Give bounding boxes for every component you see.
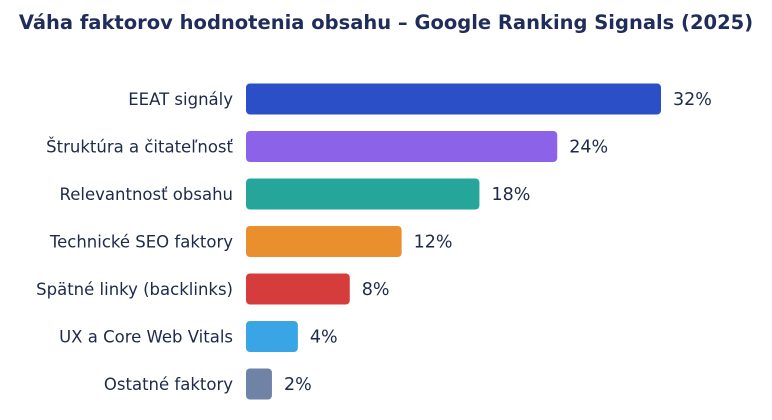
bar	[246, 178, 480, 210]
category-label: Štruktúra a čitateľnosť	[46, 138, 233, 157]
bar	[246, 273, 350, 305]
value-label: 4%	[310, 328, 338, 348]
bars-group: EEAT signály 32% Štruktúra a čitateľnosť 24…	[36, 83, 712, 400]
category-label: EEAT signály	[128, 90, 233, 109]
bar	[246, 83, 661, 115]
bar	[246, 368, 272, 400]
category-label: Ostatné faktory	[104, 375, 233, 394]
value-label: 32%	[673, 90, 712, 110]
value-label: 8%	[362, 280, 390, 300]
value-label: 18%	[491, 185, 530, 205]
value-label: 2%	[284, 375, 312, 395]
category-label: Relevantnosť obsahu	[60, 185, 233, 204]
value-label: 12%	[414, 233, 453, 253]
chart-title: Váha faktorov hodnotenia obsahu – Google…	[19, 11, 753, 34]
bar	[246, 226, 402, 257]
bar	[246, 321, 298, 352]
value-label: 24%	[569, 138, 608, 158]
category-label: UX a Core Web Vitals	[59, 328, 233, 347]
bar	[246, 131, 558, 162]
category-label: Technické SEO faktory	[49, 233, 233, 252]
category-label: Spätné linky (backlinks)	[36, 280, 233, 299]
